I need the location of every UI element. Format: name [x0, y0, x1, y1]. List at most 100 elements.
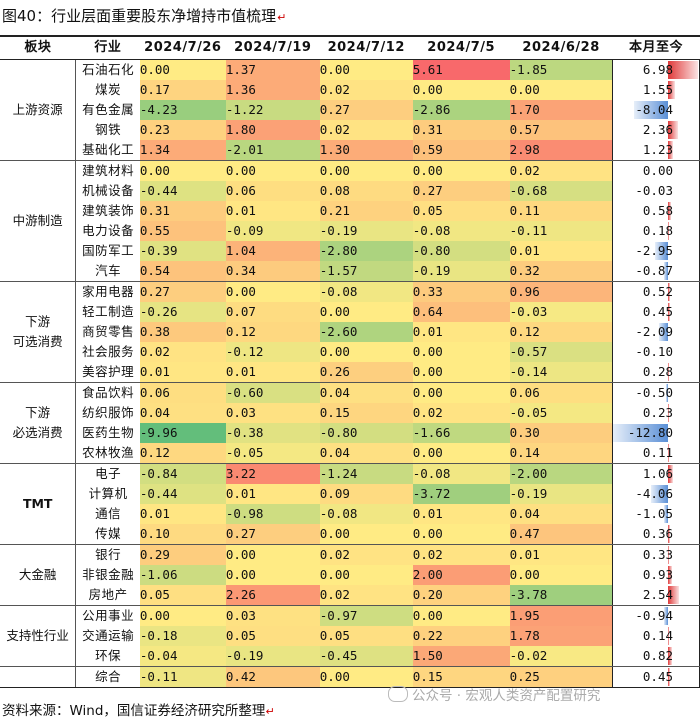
week-value-cell: 1.37 — [225, 59, 320, 80]
table-row: 有色金属 -4.23 -1.22 0.27 -2.86 1.70 -8.04 — [0, 100, 700, 120]
month-to-date-cell: 1.55 — [612, 80, 700, 100]
week-value-cell: 0.00 — [412, 524, 510, 545]
week-value-cell: 0.06 — [139, 382, 226, 403]
table-row: 通信 0.01 -0.98 -0.08 0.01 0.04 -1.05 — [0, 504, 700, 524]
week-value-cell: 0.12 — [509, 322, 613, 342]
week-value-cell: 1.50 — [412, 646, 510, 667]
month-to-date-cell: 0.28 — [612, 362, 700, 383]
table-row: 汽车 0.54 0.34 -1.57 -0.19 0.32 -0.87 — [0, 261, 700, 282]
week-value-cell: 0.00 — [412, 605, 510, 626]
sector-cell: 大金融 — [0, 544, 77, 606]
week-value-cell: 0.15 — [319, 403, 413, 423]
week-value-cell: 0.01 — [509, 544, 613, 565]
table-row: TMT 电子 -0.84 3.22 -1.24 -0.08 -2.00 1.06 — [0, 463, 700, 545]
week-value-cell: 0.00 — [225, 565, 320, 585]
week-value-cell: 0.00 — [319, 160, 413, 181]
week-value-cell: 0.12 — [139, 443, 226, 464]
table-row: 纺织服饰 0.04 0.03 0.15 0.02 -0.05 0.23 — [0, 403, 700, 423]
week-value-cell: 0.59 — [412, 140, 510, 161]
month-to-date-cell: 0.18 — [612, 221, 700, 241]
table-row: 非银金融 -1.06 0.00 0.00 2.00 0.00 0.93 — [0, 565, 700, 585]
week-value-cell: -1.22 — [225, 100, 320, 120]
month-to-date-value: -0.94 — [635, 608, 673, 623]
week-value-cell: 0.00 — [225, 281, 320, 302]
week-value-cell: 0.04 — [139, 403, 226, 423]
table-row: 下游 必选消费 食品饮料 0.06 -0.60 0.04 0.00 0.06 -0.50 — [0, 382, 700, 464]
week-value-cell: 0.55 — [139, 221, 226, 241]
week-value-cell: 0.02 — [319, 585, 413, 606]
table-body: 上游资源 石油石化 0.00 1.37 0.00 5.61 -1.85 6.98 煤炭 0.17 1… — [0, 59, 700, 688]
week-value-cell: 0.02 — [319, 544, 413, 565]
month-to-date-value: 0.36 — [642, 526, 673, 541]
week-value-cell: 0.22 — [412, 626, 510, 646]
header-week-1: 2024/7/26 — [139, 36, 226, 60]
week-value-cell: 0.05 — [225, 626, 320, 646]
week-value-cell: 0.57 — [509, 120, 613, 140]
week-value-cell: -0.97 — [319, 605, 413, 626]
month-to-date-cell: 0.36 — [612, 524, 700, 545]
week-value-cell: 2.26 — [225, 585, 320, 606]
week-value-cell: 1.80 — [225, 120, 320, 140]
month-to-date-value: -12.80 — [627, 425, 673, 440]
sector-cell: 上游资源 — [0, 59, 77, 161]
week-value-cell: -2.00 — [509, 463, 613, 484]
week-value-cell: 0.06 — [509, 382, 613, 403]
week-value-cell: 0.00 — [412, 342, 510, 362]
month-to-date-cell: 1.23 — [612, 140, 700, 161]
month-to-date-cell: -0.87 — [612, 261, 700, 282]
sector-cell: 下游 可选消费 — [0, 281, 77, 383]
week-value-cell: 0.47 — [509, 524, 613, 545]
week-value-cell: 0.27 — [225, 524, 320, 545]
month-to-date-cell: -0.94 — [612, 605, 700, 626]
week-value-cell: -0.80 — [319, 423, 413, 443]
month-to-date-bar — [668, 647, 672, 665]
industry-cell: 综合 — [75, 666, 140, 688]
week-value-cell: -0.19 — [412, 261, 510, 282]
month-to-date-cell: -4.06 — [612, 484, 700, 504]
industry-cell: 建筑装饰 — [82, 203, 135, 218]
week-value-cell: -0.11 — [509, 221, 613, 241]
month-to-date-bar — [668, 525, 670, 543]
week-value-cell: 0.00 — [319, 342, 413, 362]
watermark: 公众号 · 宏观人类资产配置研究 — [388, 684, 600, 704]
industry-cell: 国防军工 — [82, 243, 135, 258]
wechat-icon — [388, 686, 408, 702]
week-value-cell: -9.96 — [139, 423, 226, 443]
table-row: 下游 可选消费 家用电器 0.27 0.00 -0.08 0.33 0.96 0.52 — [0, 281, 700, 383]
week-value-cell: 0.14 — [509, 443, 613, 464]
industry-cell: 纺织服饰 — [82, 405, 135, 420]
industry-cell: 家用电器 — [82, 284, 135, 299]
month-to-date-cell: -0.10 — [612, 342, 700, 362]
week-value-cell: 0.00 — [225, 160, 320, 181]
week-value-cell: 0.01 — [225, 201, 320, 221]
week-value-cell: -0.60 — [225, 382, 320, 403]
table-row: 轻工制造 -0.26 0.07 0.00 0.64 -0.03 0.45 — [0, 302, 700, 322]
table-row: 国防军工 -0.39 1.04 -2.80 -0.80 0.01 -2.95 — [0, 241, 700, 261]
month-to-date-value: 0.14 — [642, 628, 673, 643]
week-value-cell: -0.05 — [509, 403, 613, 423]
table-row: 中游制造 建筑材料 0.00 0.00 0.00 0.00 0.02 0.00 — [0, 160, 700, 282]
week-value-cell: 0.10 — [139, 524, 226, 545]
month-to-date-bar — [668, 668, 670, 686]
month-to-date-bar — [668, 222, 669, 240]
month-to-date-cell: -2.95 — [612, 241, 700, 261]
header-week-4: 2024/7/5 — [412, 36, 510, 60]
table-row: 上游资源 石油石化 0.00 1.37 0.00 5.61 -1.85 6.98 — [0, 59, 700, 161]
week-value-cell: 0.00 — [319, 59, 413, 80]
month-to-date-value: 0.45 — [642, 304, 673, 319]
month-to-date-bar — [659, 323, 669, 341]
table-row: 大金融 银行 0.29 0.00 0.02 0.02 0.01 0.33 — [0, 544, 700, 606]
week-value-cell: 1.36 — [225, 80, 320, 100]
industry-cell: 有色金属 — [82, 102, 135, 117]
week-value-cell: -2.01 — [225, 140, 320, 161]
table-row: 交通运输 -0.18 0.05 0.05 0.22 1.78 0.14 — [0, 626, 700, 646]
month-to-date-bar — [663, 505, 669, 523]
month-to-date-cell: 6.98 — [612, 59, 700, 80]
week-value-cell: 0.00 — [412, 160, 510, 181]
source-note: 资料来源：Wind，国信证券经济研究所整理↵ — [2, 703, 275, 719]
industry-cell: 商贸零售 — [82, 324, 135, 339]
month-to-date-bar — [668, 404, 670, 422]
month-to-date-bar — [613, 424, 669, 442]
month-to-date-bar — [668, 283, 671, 301]
week-value-cell: 2.00 — [412, 565, 510, 585]
